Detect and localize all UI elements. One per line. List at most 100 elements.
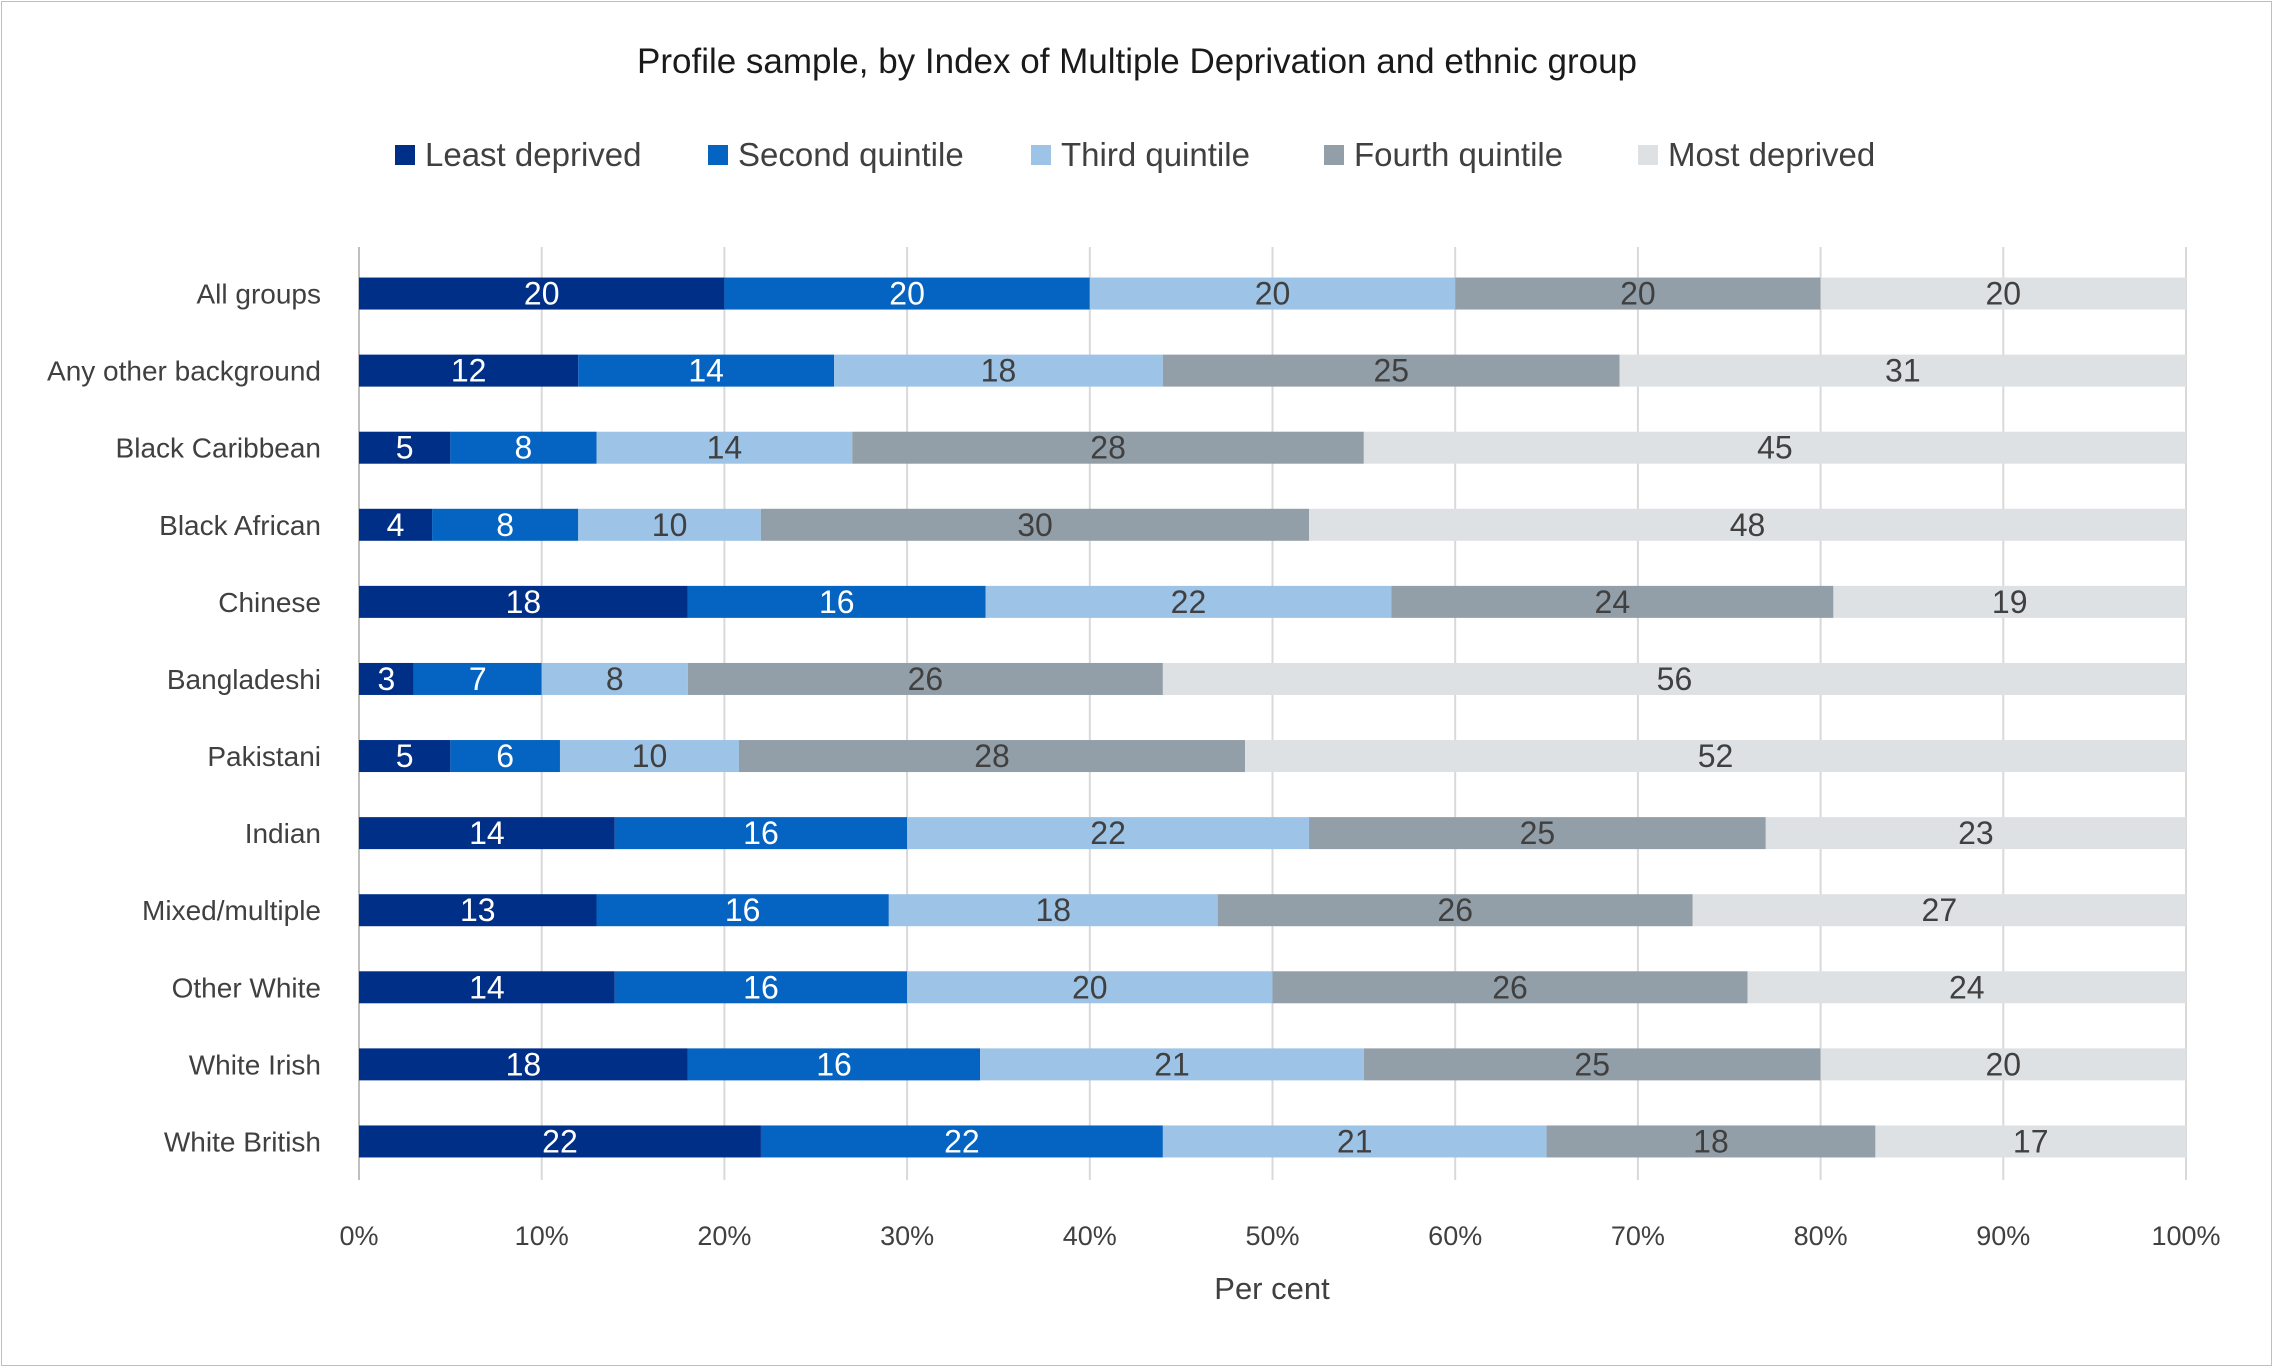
data-label: 25: [1520, 815, 1556, 851]
legend-swatch-most-deprived: [1638, 145, 1658, 165]
bar-second-quintile: [760, 1125, 1163, 1158]
bar-least-deprived: [359, 508, 433, 541]
data-label: 21: [1154, 1046, 1190, 1082]
category-label: Mixed/multiple: [142, 895, 321, 926]
x-tick-label: 30%: [880, 1221, 934, 1251]
data-label: 14: [707, 430, 743, 466]
bar-most-deprived: [1833, 585, 2186, 618]
data-label: 20: [1986, 276, 2022, 312]
bar-third-quintile: [980, 1048, 1364, 1081]
data-label: 26: [1492, 969, 1528, 1005]
bar-second-quintile: [687, 1048, 981, 1081]
bar-most-deprived: [1765, 817, 2186, 850]
bar-second-quintile: [687, 585, 986, 618]
bar-fourth-quintile: [852, 431, 1364, 464]
category-label: Indian: [245, 818, 321, 849]
bar-third-quintile: [541, 662, 688, 695]
category-label: Chinese: [218, 587, 321, 618]
bar-most-deprived: [1363, 431, 2186, 464]
data-label: 16: [816, 1046, 852, 1082]
x-tick-label: 50%: [1245, 1221, 1299, 1251]
data-label: 22: [542, 1123, 578, 1159]
data-label: 6: [496, 738, 514, 774]
bar-third-quintile: [907, 971, 1273, 1004]
bar-most-deprived: [1820, 1048, 2186, 1081]
bar-least-deprived: [359, 894, 597, 927]
bar-third-quintile: [888, 894, 1218, 927]
data-label: 56: [1657, 661, 1693, 697]
bar-most-deprived: [1692, 894, 2186, 927]
bar-most-deprived: [1309, 508, 2186, 541]
data-label: 26: [1437, 892, 1473, 928]
data-label: 20: [1986, 1046, 2022, 1082]
data-label: 22: [1171, 584, 1207, 620]
data-label: 20: [889, 276, 925, 312]
bar-second-quintile: [614, 817, 908, 850]
bar-least-deprived: [359, 277, 725, 310]
bar-least-deprived: [359, 740, 451, 773]
data-label: 3: [378, 661, 396, 697]
data-label: 19: [1992, 584, 2028, 620]
bar-most-deprived: [1162, 662, 2186, 695]
data-label: 20: [1620, 276, 1656, 312]
data-label: 7: [469, 661, 487, 697]
data-label: 25: [1574, 1046, 1610, 1082]
data-label: 5: [396, 738, 414, 774]
data-label: 28: [1090, 430, 1126, 466]
data-label: 48: [1730, 507, 1766, 543]
bar-second-quintile: [578, 354, 835, 387]
legend-label-fourth-quintile: Fourth quintile: [1354, 136, 1563, 173]
bar-third-quintile: [559, 740, 740, 773]
bar-third-quintile: [596, 431, 853, 464]
bar-least-deprived: [359, 662, 414, 695]
data-label: 14: [469, 969, 505, 1005]
bar-second-quintile: [724, 277, 1090, 310]
category-label: Bangladeshi: [167, 664, 321, 695]
bar-most-deprived: [1747, 971, 2186, 1004]
bar-fourth-quintile: [760, 508, 1310, 541]
x-tick-label: 10%: [515, 1221, 569, 1251]
bar-third-quintile: [985, 585, 1392, 618]
legend-label-second-quintile: Second quintile: [738, 136, 964, 173]
x-tick-label: 40%: [1063, 1221, 1117, 1251]
bar-fourth-quintile: [1162, 354, 1620, 387]
bars: [359, 277, 2186, 1158]
data-label: 27: [1922, 892, 1958, 928]
data-label: 17: [2013, 1123, 2049, 1159]
data-label: 26: [908, 661, 944, 697]
data-label: 13: [460, 892, 496, 928]
data-label: 23: [1958, 815, 1994, 851]
bar-least-deprived: [359, 585, 688, 618]
bar-second-quintile: [432, 508, 579, 541]
legend-swatch-second-quintile: [708, 145, 728, 165]
data-label: 18: [1035, 892, 1071, 928]
gridlines: [358, 247, 2187, 1180]
bar-fourth-quintile: [1217, 894, 1693, 927]
data-label: 16: [725, 892, 761, 928]
category-label: White Irish: [189, 1049, 321, 1080]
x-tick-label: 100%: [2151, 1221, 2220, 1251]
data-label: 8: [606, 661, 624, 697]
x-tick-label: 60%: [1428, 1221, 1482, 1251]
category-labels: All groups Any other background Black Cari…: [47, 279, 321, 1158]
bar-fourth-quintile: [1363, 1048, 1821, 1081]
data-label: 10: [652, 507, 688, 543]
category-label: White British: [164, 1126, 321, 1157]
data-label: 8: [515, 430, 533, 466]
bar-least-deprived: [359, 1125, 761, 1158]
data-label: 18: [506, 584, 542, 620]
bar-third-quintile: [1089, 277, 1456, 310]
bar-third-quintile: [1162, 1125, 1547, 1158]
bar-least-deprived: [359, 431, 451, 464]
data-label: 16: [819, 584, 855, 620]
bar-second-quintile: [614, 971, 908, 1004]
x-tick-label: 0%: [339, 1221, 378, 1251]
data-label: 20: [1072, 969, 1108, 1005]
category-label: Black Caribbean: [116, 433, 321, 464]
bar-fourth-quintile: [1272, 971, 1748, 1004]
bar-second-quintile: [413, 662, 542, 695]
legend: Least deprived Second quintile Third quint…: [395, 136, 1875, 173]
data-label: 52: [1698, 738, 1734, 774]
bar-most-deprived: [1245, 740, 2186, 773]
category-label: Other White: [172, 972, 321, 1003]
